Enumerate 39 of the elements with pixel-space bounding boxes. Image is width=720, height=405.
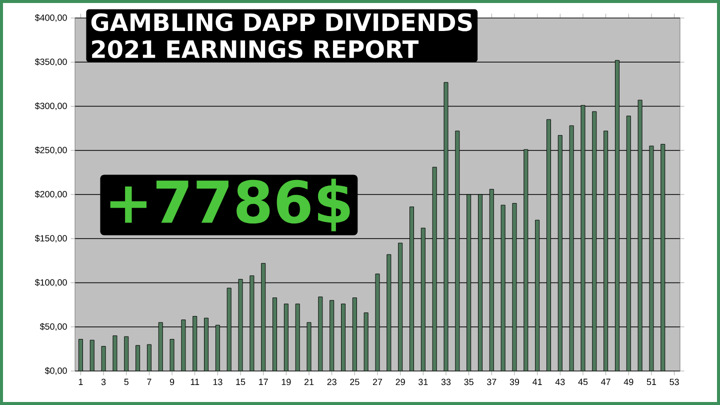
chart-title: GAMBLING DAPP DIVIDENDS — [91, 13, 472, 32]
x-tick-label: 7 — [147, 378, 152, 385]
x-tick-label: 17 — [259, 378, 268, 385]
y-tick-label: $400,00 — [34, 14, 67, 22]
y-tick-label: $200,00 — [34, 190, 67, 198]
x-tick-label: 51 — [646, 378, 656, 386]
x-tick-label: 43 — [555, 378, 565, 386]
x-tick-label: 25 — [350, 378, 360, 386]
x-tick-label: 3 — [101, 378, 106, 386]
x-tick-label: 5 — [124, 378, 128, 386]
x-tick-label: 1 — [78, 378, 83, 385]
x-tick-label: 27 — [372, 378, 382, 386]
annotation: +7786$ — [110, 178, 350, 232]
x-tick-label: 13 — [213, 378, 222, 386]
y-tick-label: $250,00 — [34, 146, 67, 154]
y-tick-label: $50,00 — [40, 322, 67, 331]
x-tick-label: 47 — [601, 378, 610, 385]
y-tick-label: $0,00 — [44, 367, 67, 375]
x-tick-label: 21 — [304, 378, 314, 386]
x-tick-label: 37 — [487, 378, 496, 386]
y-tick-label: $150,00 — [34, 234, 67, 243]
x-tick-label: 15 — [236, 378, 246, 386]
x-tick-label: 9 — [170, 378, 174, 386]
x-tick-label: 35 — [464, 378, 474, 386]
x-tick-label: 23 — [327, 378, 336, 386]
text: 2021 EARNINGS REPORT — [92, 40, 419, 58]
x-tick-label: 39 — [510, 378, 520, 386]
x-tick-label: 41 — [532, 378, 542, 385]
x-tick-label: 45 — [578, 378, 588, 386]
y-tick-label: $300,00 — [34, 102, 67, 110]
x-tick-label: 31 — [418, 378, 428, 386]
x-tick-label: 33 — [441, 378, 451, 386]
y-tick-label: $100,00 — [34, 278, 67, 287]
x-tick-label: 53 — [670, 378, 679, 386]
x-tick-label: 49 — [624, 378, 634, 386]
x-tick-label: 11 — [190, 378, 200, 385]
x-tick-label: 19 — [282, 378, 291, 386]
x-tick-label: 29 — [396, 378, 405, 386]
y-tick-label: $350,00 — [34, 58, 67, 66]
